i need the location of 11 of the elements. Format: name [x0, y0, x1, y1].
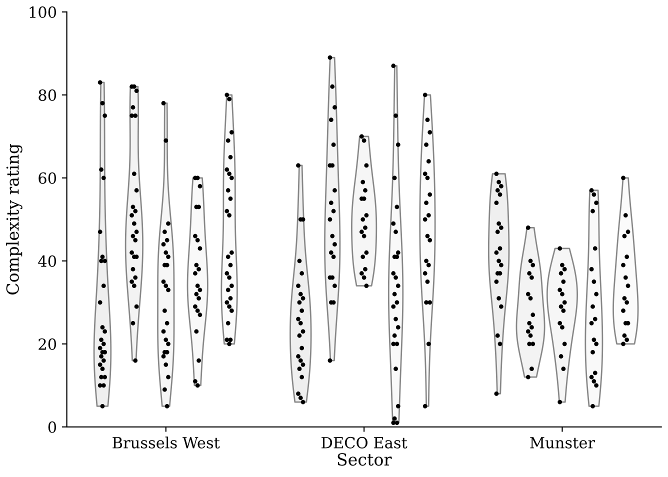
y-tick-label: 20 [38, 338, 56, 350]
y-axis-title: Complexity rating [6, 144, 22, 294]
y-tick-label: 0 [48, 421, 56, 433]
x-tick-label: Munster [530, 437, 596, 448]
y-tick-label: 100 [30, 6, 56, 18]
y-tick-label: 80 [38, 89, 56, 101]
y-tick-label: 40 [38, 255, 56, 267]
x-tick-label: DECO East [322, 436, 408, 448]
x-tick-label: Brussels West [112, 436, 220, 448]
y-tick-label: 60 [38, 172, 56, 184]
x-axis-title: Sector [338, 453, 392, 466]
